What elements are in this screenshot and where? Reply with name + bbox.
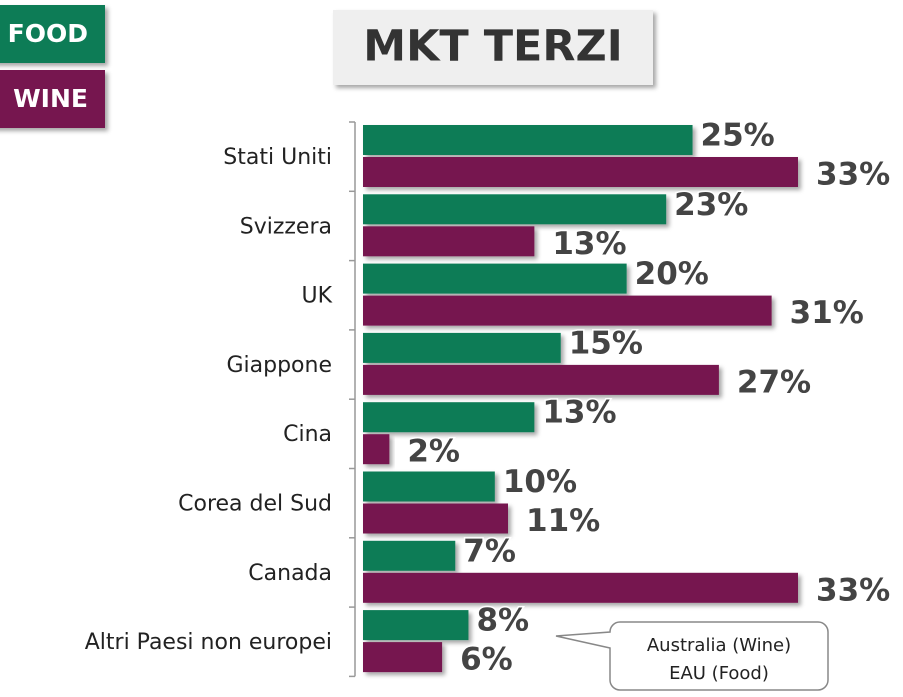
bar (363, 226, 535, 257)
bar (363, 364, 719, 395)
bar (363, 503, 508, 534)
bar (363, 540, 456, 571)
bar (363, 295, 772, 326)
value-label: 13% (542, 395, 616, 431)
annotation: Australia (Wine) (647, 635, 791, 656)
category-label: Altri Paesi non europei (85, 630, 332, 655)
value-label: 7% (463, 533, 516, 569)
legend-label: WINE (13, 84, 88, 113)
category-label: Canada (248, 561, 332, 586)
value-label: 31% (790, 295, 864, 331)
title-box (333, 10, 653, 85)
value-label: 23% (674, 187, 748, 223)
plot: Stati Uniti 25% 33% Svizzera 23% 13% UK 20% 31% G… (85, 116, 892, 679)
bar (363, 125, 693, 155)
value-label: 20% (635, 256, 709, 292)
callout (555, 621, 829, 691)
chart-title: MKT TERZI (363, 22, 622, 72)
category-label: Giappone (226, 353, 332, 378)
value-label: 27% (737, 364, 811, 400)
value-label: 13% (552, 226, 626, 262)
value-label: 2% (407, 434, 460, 470)
bar (363, 402, 535, 433)
value-label: 10% (503, 464, 577, 500)
bar (363, 610, 469, 641)
bar (363, 642, 443, 673)
value-label: 33% (816, 157, 890, 193)
category-label: Svizzera (240, 214, 332, 239)
bar (363, 157, 798, 187)
annotation: EAU (Food) (669, 663, 769, 684)
bar (363, 572, 798, 603)
category-label: Corea del Sud (178, 492, 332, 517)
value-label: 33% (816, 572, 890, 608)
value-label: 15% (569, 325, 643, 361)
legend-swatch (0, 70, 105, 128)
legend-swatch (0, 5, 105, 63)
bar (363, 471, 495, 502)
bar (363, 263, 627, 294)
category-label: Stati Uniti (223, 145, 332, 170)
legend-label: FOOD (8, 19, 88, 48)
legend: FOOD WINE (0, 5, 105, 128)
value-label: 11% (526, 503, 600, 539)
category-label: Cina (283, 422, 332, 447)
bar (363, 194, 667, 225)
bar (363, 332, 561, 363)
value-label: 25% (701, 118, 775, 154)
value-label: 6% (460, 642, 513, 678)
value-label: 8% (476, 603, 529, 639)
bar (363, 434, 390, 465)
category-label: UK (301, 284, 332, 309)
